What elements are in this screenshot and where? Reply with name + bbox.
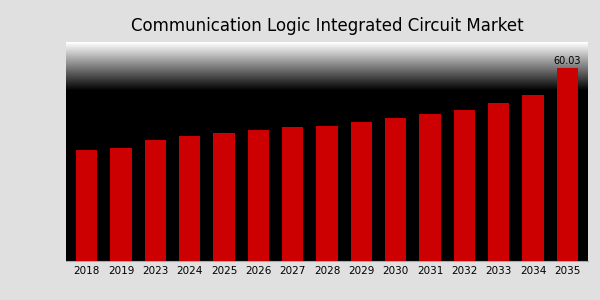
Bar	[557, 68, 578, 261]
Text: 38.95: 38.95	[176, 124, 203, 134]
Bar	[145, 140, 166, 261]
Bar	[419, 115, 440, 261]
Text: 60.03: 60.03	[554, 56, 581, 66]
Text: 37.45: 37.45	[142, 128, 169, 139]
Bar	[454, 110, 475, 261]
Bar	[488, 103, 509, 261]
Bar	[110, 148, 131, 261]
Title: Communication Logic Integrated Circuit Market: Communication Logic Integrated Circuit M…	[131, 17, 523, 35]
Bar	[248, 130, 269, 261]
Bar	[179, 136, 200, 261]
Bar	[282, 127, 304, 261]
Bar	[350, 122, 372, 261]
Bar	[76, 150, 97, 261]
Bar	[385, 118, 406, 261]
Bar	[316, 126, 338, 261]
Bar	[214, 133, 235, 261]
Bar	[523, 95, 544, 261]
